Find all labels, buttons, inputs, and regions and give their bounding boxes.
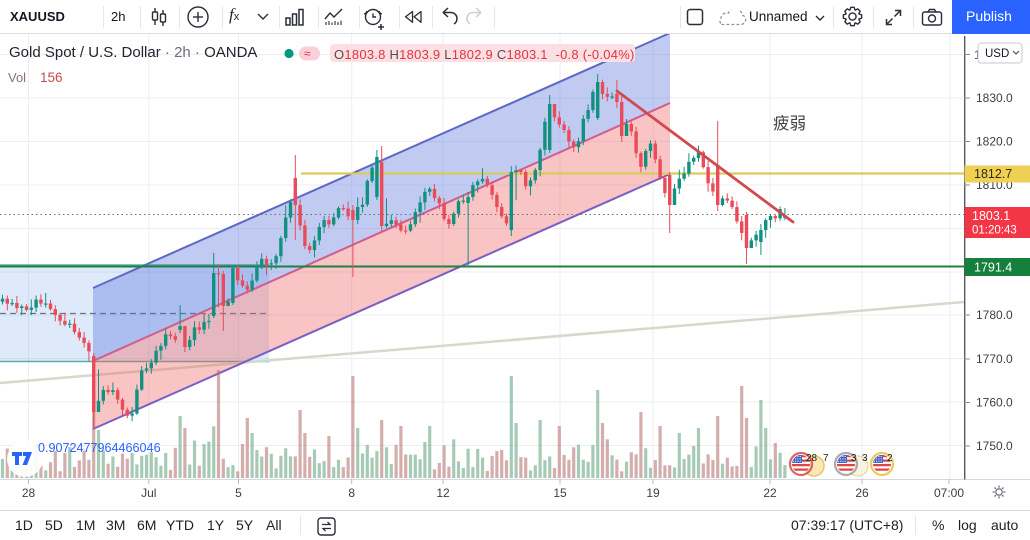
- svg-text:5: 5: [235, 486, 242, 500]
- svg-text:26: 26: [855, 486, 869, 500]
- svg-text:01:20:43: 01:20:43: [972, 225, 1017, 237]
- svg-text:3: 3: [851, 453, 857, 464]
- svg-text:1820.0: 1820.0: [976, 135, 1013, 149]
- svg-text:1780.0: 1780.0: [976, 308, 1013, 322]
- svg-text:1791.4: 1791.4: [974, 261, 1012, 275]
- svg-text:1750.0: 1750.0: [976, 439, 1013, 453]
- svg-text:1770.0: 1770.0: [976, 352, 1013, 366]
- svg-text:1803.1: 1803.1: [972, 209, 1010, 223]
- svg-text:1830.0: 1830.0: [976, 91, 1013, 105]
- svg-text:28: 28: [806, 453, 818, 464]
- svg-text:12: 12: [436, 486, 450, 500]
- svg-text:1812.7: 1812.7: [974, 167, 1012, 181]
- svg-text:28: 28: [22, 486, 36, 500]
- svg-text:USD: USD: [985, 48, 1009, 60]
- svg-text:15: 15: [553, 486, 567, 500]
- svg-text:Jul: Jul: [141, 486, 156, 500]
- svg-text:1760.0: 1760.0: [976, 396, 1013, 410]
- svg-text:0.9072477964466046: 0.9072477964466046: [38, 441, 161, 455]
- svg-text:7: 7: [823, 453, 829, 464]
- svg-text:2: 2: [887, 453, 893, 464]
- svg-text:≈: ≈: [304, 47, 311, 61]
- svg-text:07:00: 07:00: [934, 486, 964, 500]
- svg-text:8: 8: [348, 486, 355, 500]
- svg-text:3: 3: [862, 453, 868, 464]
- svg-text:疲弱: 疲弱: [773, 114, 806, 133]
- svg-text:22: 22: [763, 486, 777, 500]
- svg-text:19: 19: [646, 486, 660, 500]
